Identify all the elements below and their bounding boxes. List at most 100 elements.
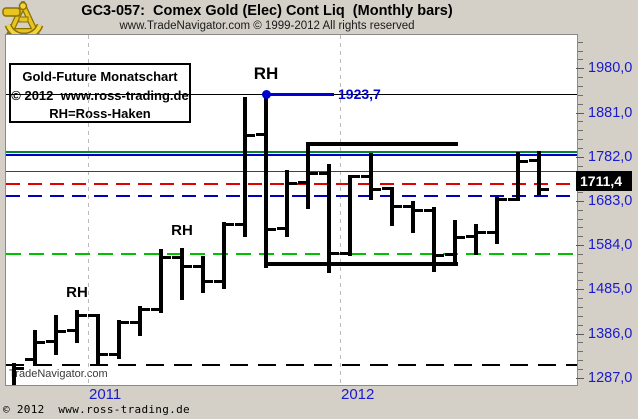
- close-tick-2011-05: [184, 265, 192, 269]
- ohlc-bar-2011-07: [222, 221, 226, 289]
- rh-marker-2010-12: RH: [66, 284, 88, 302]
- close-tick-2010-11: [58, 329, 66, 333]
- black-dashed-level: [6, 363, 577, 366]
- minor-tick: [578, 41, 583, 43]
- price-label-1287: 1287,0: [588, 369, 633, 386]
- minor-tick: [578, 147, 583, 149]
- major-tick: [576, 289, 584, 291]
- open-tick-2012-03: [382, 187, 390, 191]
- ohlc-bar-2012-05: [432, 206, 436, 272]
- close-tick-2010-10: [37, 341, 45, 345]
- open-tick-2012-01: [340, 251, 348, 255]
- close-tick-2011-09: [268, 227, 276, 231]
- ohlc-bar-2010-10: [33, 330, 37, 366]
- major-tick: [576, 333, 584, 335]
- minor-tick: [578, 165, 583, 167]
- close-tick-2011-07: [226, 223, 234, 227]
- close-tick-2010-12: [79, 314, 87, 318]
- minor-tick: [578, 209, 583, 211]
- ohlc-bar-2010-12: [75, 310, 79, 343]
- ohlc-bar-2010-11: [54, 314, 58, 356]
- minor-tick: [578, 262, 583, 264]
- open-tick-2011-01: [88, 313, 96, 317]
- legend-line-3: RH=Ross-Haken: [49, 106, 151, 121]
- close-tick-2012-09: [520, 159, 528, 163]
- open-tick-2010-12: [67, 328, 75, 332]
- rh-marker-2011-09: RH: [253, 64, 279, 84]
- minor-tick: [578, 227, 583, 229]
- legend-box: Gold-Future Monatschart © 2012 www.ross-…: [9, 63, 191, 123]
- open-tick-2011-10: [277, 227, 285, 231]
- minor-tick: [578, 85, 583, 87]
- ohlc-bar-2012-08: [495, 197, 499, 244]
- open-tick-2012-05: [424, 208, 432, 212]
- minor-tick: [578, 77, 583, 79]
- major-tick: [576, 68, 584, 70]
- minor-tick: [578, 342, 583, 344]
- price-axis[interactable]: 1711,4 1287,0 1386,0 1485,0 1584,0 1683,0 178…: [576, 0, 638, 419]
- close-tick-2012-07: [478, 230, 486, 234]
- close-tick-2012-02: [373, 187, 381, 191]
- close-tick-2011-08: [247, 133, 255, 137]
- minor-tick: [578, 253, 583, 255]
- footer-copyright: © 2012 www.ross-trading.de: [3, 403, 190, 416]
- resistance-blue: [6, 153, 577, 156]
- ohlc-bar-2011-01: [96, 313, 100, 366]
- price-label-1584: 1584,0: [588, 237, 633, 254]
- ohlc-bar-2012-06: [453, 220, 457, 263]
- minor-tick: [578, 103, 583, 105]
- resistance-box-top: [306, 142, 458, 147]
- open-tick-2012-09: [508, 198, 516, 202]
- legend-line-2: © 2012 www.ross-trading.de: [11, 87, 189, 103]
- open-tick-2012-06: [445, 253, 453, 257]
- open-tick-2012-08: [487, 230, 495, 234]
- year-gridline-2012-01: [339, 35, 341, 385]
- minor-tick: [578, 306, 583, 308]
- minor-tick: [578, 94, 583, 96]
- close-tick-2011-04: [163, 256, 171, 260]
- minor-tick: [578, 298, 583, 300]
- copyright-subtitle: www.TradeNavigator.com © 1999-2012 All r…: [119, 20, 415, 32]
- minor-tick: [578, 324, 583, 326]
- year-label-2012: 2012: [341, 386, 375, 403]
- green-dashed-level: [6, 252, 577, 255]
- year-gridline-2011-01: [87, 35, 89, 385]
- open-tick-2011-06: [193, 264, 201, 268]
- ohlc-bar-2011-10: [285, 170, 289, 237]
- close-tick-2012-05: [436, 253, 444, 257]
- minor-tick: [578, 271, 583, 273]
- page-title: GC3-057: Comex Gold (Elec) Cont Liq (Mon…: [81, 3, 453, 19]
- ohlc-bar-2011-08: [243, 96, 247, 237]
- ohlc-bar-2012-04: [411, 201, 415, 234]
- time-axis: 2011 2012: [0, 386, 638, 403]
- price-label-1386: 1386,0: [588, 325, 633, 342]
- ohlc-bar-2011-05: [180, 248, 184, 300]
- support-box-bottom: [264, 261, 458, 266]
- major-tick: [576, 377, 584, 379]
- ohlc-bar-2011-12: [327, 164, 331, 273]
- chart-plot-area[interactable]: Gold-Future Monatschart © 2012 www.ross-…: [5, 34, 578, 386]
- watermark: TradeNavigator.com: [9, 368, 108, 380]
- ohlc-bar-2011-04: [159, 248, 163, 313]
- price-label-1485: 1485,0: [588, 281, 633, 298]
- ohlc-bar-2012-07: [474, 224, 478, 256]
- resistance-green: [6, 150, 577, 153]
- price-label-1782: 1782,0: [588, 148, 633, 165]
- open-tick-2010-10: [25, 358, 33, 361]
- ohlc-bar-2011-03: [138, 305, 142, 336]
- major-tick: [576, 156, 584, 158]
- ohlc-bar-2011-02: [117, 320, 121, 360]
- close-tick-2012-03: [394, 205, 402, 209]
- close-tick-2012-08: [499, 198, 507, 202]
- ohlc-bar-2012-09: [516, 152, 520, 201]
- close-tick-2011-01: [100, 353, 108, 357]
- price-label-1683: 1683,0: [588, 192, 633, 209]
- minor-tick: [578, 139, 583, 141]
- price-label-1881: 1881,0: [588, 104, 633, 121]
- ohlc-bar-2011-09: [264, 94, 268, 268]
- close-tick-2011-12: [331, 252, 339, 256]
- minor-tick: [578, 192, 583, 194]
- close-tick-2012-04: [415, 208, 423, 212]
- open-tick-2010-11: [46, 340, 54, 344]
